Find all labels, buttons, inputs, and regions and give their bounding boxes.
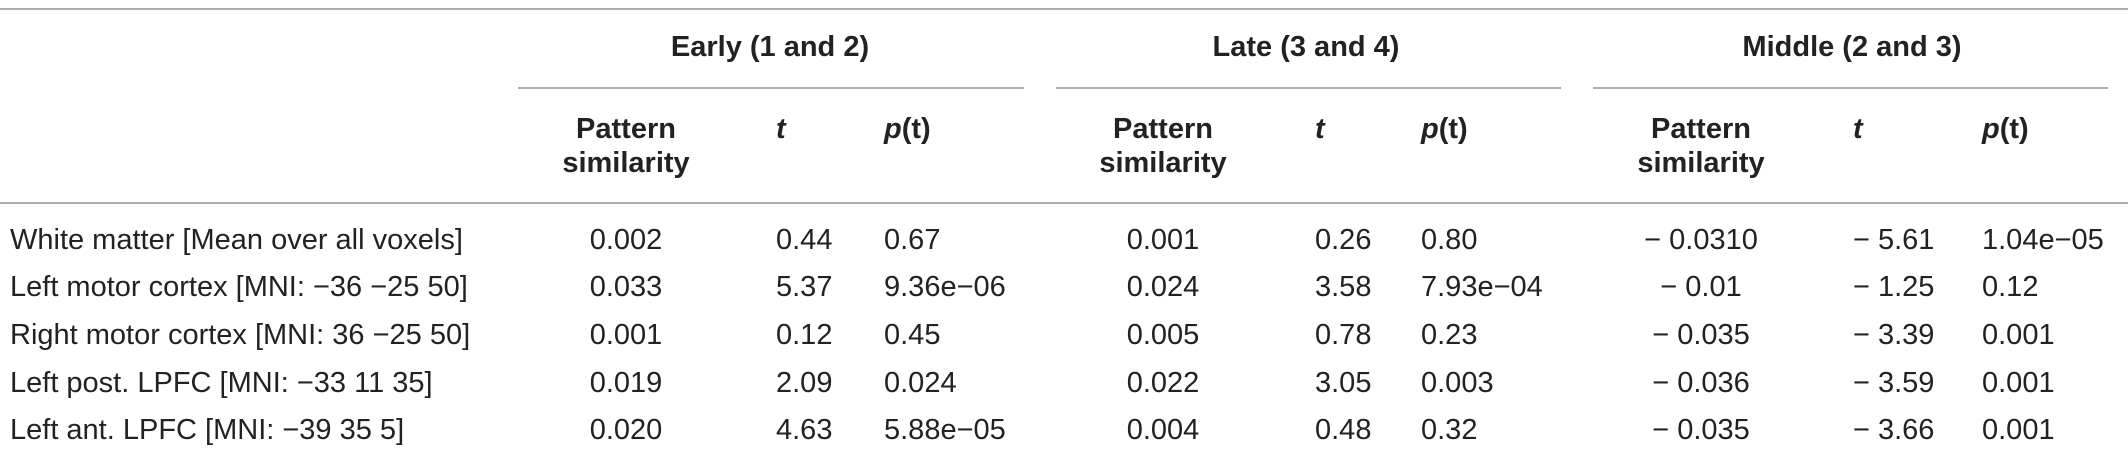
cell-middle-t: − 3.66 (1853, 414, 1935, 446)
cell-early-pattern: 0.033 (589, 271, 663, 303)
cell-late-p: 7.93e−04 (1421, 271, 1543, 303)
cell-late-p: 0.80 (1421, 224, 1478, 256)
cell-middle-t: − 3.59 (1853, 367, 1935, 399)
cell-early-pattern: 0.019 (589, 367, 663, 399)
cell-middle-pattern: − 0.035 (1652, 319, 1750, 351)
group-header-late: Late (3 and 4) (1212, 31, 1400, 63)
cell-late-pattern: 0.001 (1126, 224, 1200, 256)
cell-late-p: 0.003 (1421, 367, 1494, 399)
subheader-t: t (776, 113, 786, 145)
subheader-p-t: p(t) (884, 113, 931, 145)
cell-late-p: 0.32 (1421, 414, 1478, 446)
subheader-t: t (1315, 113, 1325, 145)
cell-middle-t: − 3.39 (1853, 319, 1935, 351)
cell-late-t: 0.48 (1315, 414, 1372, 446)
cell-early-p: 0.45 (884, 319, 941, 351)
row-label: Left ant. LPFC [MNI: −39 35 5] (10, 414, 405, 446)
group-rule-late (1056, 87, 1561, 89)
group-rule-middle (1593, 87, 2108, 89)
cell-late-t: 3.05 (1315, 367, 1372, 399)
cell-middle-t: − 1.25 (1853, 271, 1935, 303)
cell-middle-p: 0.001 (1982, 319, 2055, 351)
cell-middle-pattern: − 0.035 (1652, 414, 1750, 446)
group-rule-early (518, 87, 1024, 89)
cell-middle-pattern: − 0.01 (1660, 271, 1742, 303)
cell-late-t: 3.58 (1315, 271, 1372, 303)
cell-early-pattern: 0.020 (589, 414, 663, 446)
row-label: White matter [Mean over all voxels] (10, 224, 463, 256)
cell-early-t: 4.63 (776, 414, 833, 446)
cell-middle-t: − 5.61 (1853, 224, 1935, 256)
cell-middle-p: 1.04e−05 (1982, 224, 2104, 256)
cell-middle-p: 0.12 (1982, 271, 2039, 303)
cell-early-t: 5.37 (776, 271, 833, 303)
subheader-pattern-similarity: Pattern similarity (562, 113, 690, 179)
header-bottom-rule (0, 202, 2128, 204)
cell-early-pattern: 0.002 (589, 224, 663, 256)
cell-late-pattern: 0.024 (1126, 271, 1200, 303)
cell-early-p: 0.024 (884, 367, 957, 399)
row-label: Left motor cortex [MNI: −36 −25 50] (10, 271, 468, 303)
cell-late-pattern: 0.004 (1126, 414, 1200, 446)
cell-late-p: 0.23 (1421, 319, 1478, 351)
cell-early-t: 0.12 (776, 319, 833, 351)
cell-middle-pattern: − 0.0310 (1644, 224, 1758, 256)
cell-early-t: 2.09 (776, 367, 833, 399)
cell-early-p: 5.88e−05 (884, 414, 1006, 446)
group-header-middle: Middle (2 and 3) (1742, 31, 1962, 63)
subheader-pattern-similarity: Pattern similarity (1099, 113, 1227, 179)
cell-late-t: 0.26 (1315, 224, 1372, 256)
subheader-pattern-similarity: Pattern similarity (1637, 113, 1765, 179)
cell-middle-p: 0.001 (1982, 414, 2055, 446)
cell-early-t: 0.44 (776, 224, 833, 256)
cell-early-pattern: 0.001 (589, 319, 663, 351)
cell-late-t: 0.78 (1315, 319, 1372, 351)
subheader-p-t: p(t) (1982, 113, 2029, 145)
row-label: Right motor cortex [MNI: 36 −25 50] (10, 319, 471, 351)
cell-late-pattern: 0.022 (1126, 367, 1200, 399)
table-top-rule (0, 8, 2128, 10)
row-label: Left post. LPFC [MNI: −33 11 35] (10, 367, 433, 399)
cell-early-p: 0.67 (884, 224, 941, 256)
cell-late-pattern: 0.005 (1126, 319, 1200, 351)
cell-early-p: 9.36e−06 (884, 271, 1006, 303)
subheader-t: t (1853, 113, 1863, 145)
subheader-p-t: p(t) (1421, 113, 1468, 145)
cell-middle-p: 0.001 (1982, 367, 2055, 399)
group-header-early: Early (1 and 2) (670, 31, 870, 63)
cell-middle-pattern: − 0.036 (1652, 367, 1750, 399)
